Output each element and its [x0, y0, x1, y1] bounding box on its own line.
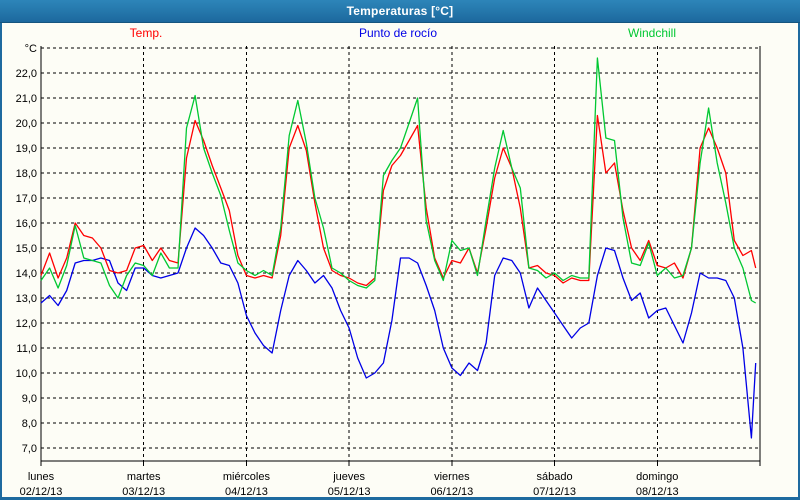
y-tick-label: 14,0 [16, 268, 37, 280]
y-tick-label: 7,0 [22, 443, 37, 455]
series-temp-line [40, 114, 757, 287]
x-day-date-label: 07/12/13 [533, 486, 576, 498]
x-day-name-label: viernes [434, 471, 470, 483]
x-day-date-label: 03/12/13 [122, 486, 165, 498]
legend-item-temp: Temp. [129, 26, 163, 40]
series-dew-point-line [40, 227, 757, 439]
y-tick-label: 10,0 [16, 368, 37, 380]
x-day-date-label: 02/12/13 [20, 486, 63, 498]
y-tick-label: 15,0 [16, 243, 37, 255]
x-day-date-label: 05/12/13 [328, 486, 371, 498]
y-tick-label: 13,0 [16, 293, 37, 305]
x-day-date-label: 04/12/13 [225, 486, 268, 498]
x-day-name-label: domingo [636, 471, 678, 483]
y-tick-label: 18,0 [16, 168, 37, 180]
y-axis-unit: °C [25, 43, 37, 55]
x-day-date-label: 06/12/13 [430, 486, 473, 498]
y-tick-label: 17,0 [16, 193, 37, 205]
y-tick-label: 20,0 [16, 118, 37, 130]
y-tick-label: 16,0 [16, 218, 37, 230]
window-titlebar: Temperaturas [°C] [0, 0, 800, 23]
window-title: Temperaturas [°C] [346, 4, 454, 18]
legend-item-windchill: Windchill [627, 26, 677, 40]
series-windchill-line [40, 57, 757, 304]
y-tick-label: 11,0 [16, 343, 37, 355]
y-tick-label: 9,0 [22, 393, 37, 405]
x-day-name-label: jueves [332, 471, 365, 483]
x-day-name-label: sábado [537, 471, 573, 483]
x-day-name-label: miércoles [223, 471, 271, 483]
y-tick-label: 12,0 [16, 318, 37, 330]
y-tick-label: 22,0 [16, 68, 37, 80]
x-day-name-label: lunes [28, 471, 55, 483]
y-tick-label: 8,0 [22, 418, 37, 430]
y-tick-label: 19,0 [16, 143, 37, 155]
y-tick-label: 21,0 [16, 93, 37, 105]
legend-item-dew-point: Punto de rocío [358, 26, 438, 40]
x-day-date-label: 08/12/13 [636, 486, 679, 498]
x-day-name-label: martes [127, 471, 161, 483]
